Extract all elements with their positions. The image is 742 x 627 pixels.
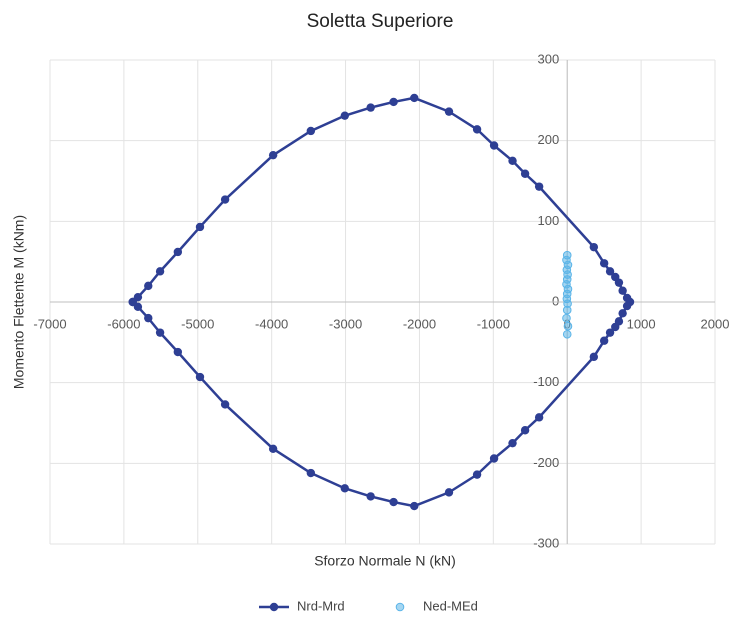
data-point (489, 454, 499, 463)
data-point (444, 107, 454, 116)
y-tick-label: 0 (552, 293, 559, 308)
legend-item: Ned-MEd (395, 598, 478, 613)
data-point (220, 195, 230, 204)
x-axis-label: Sforzo Normale N (kN) (314, 553, 456, 569)
data-point (155, 267, 165, 276)
legend-item: Nrd-Mrd (259, 598, 345, 613)
data-point (340, 484, 350, 493)
y-tick-label: -300 (533, 535, 559, 550)
data-point (195, 222, 205, 232)
x-tick-label: -2000 (403, 316, 436, 331)
data-point (144, 281, 153, 291)
x-tick-label: -7000 (33, 316, 66, 331)
data-point (268, 150, 278, 160)
data-point (389, 97, 398, 107)
data-point (534, 182, 544, 191)
data-point (605, 328, 615, 337)
data-point (366, 492, 375, 501)
y-tick-label: 100 (538, 213, 560, 228)
data-point (128, 297, 137, 307)
data-point (410, 501, 419, 511)
data-point (340, 111, 350, 120)
chart-title: Soletta Superiore (307, 11, 454, 32)
legend: Nrd-Mrd Ned-MEd (259, 598, 478, 613)
data-point (520, 169, 530, 178)
data-point (389, 497, 398, 507)
x-tick-label: -4000 (255, 316, 288, 331)
data-point (173, 347, 183, 357)
legend-marker (269, 602, 279, 612)
data-point (599, 259, 609, 268)
data-point (618, 286, 627, 295)
y-tick-label: 200 (538, 132, 560, 147)
x-tick-label: 1000 (627, 316, 656, 331)
data-point (489, 141, 499, 150)
data-point (562, 305, 572, 315)
data-point (220, 400, 230, 409)
x-tick-label: 2000 (701, 316, 730, 331)
x-tick-label: -6000 (107, 316, 140, 331)
data-point (622, 301, 632, 311)
data-point (306, 126, 316, 136)
data-point (195, 372, 205, 382)
legend-label: Nrd-Mrd (297, 598, 345, 613)
data-point (306, 468, 316, 478)
y-tick-label: -100 (533, 374, 559, 389)
y-axis-label: Momento Flettente M (kNm) (11, 215, 27, 389)
data-point (599, 336, 609, 345)
data-point (444, 488, 454, 497)
data-point (173, 247, 183, 257)
data-point (472, 125, 482, 134)
data-point (589, 352, 599, 362)
data-point (520, 426, 530, 435)
data-point (589, 242, 599, 252)
data-point (268, 444, 278, 454)
data-point (562, 313, 571, 323)
data-point (366, 103, 375, 112)
data-point (618, 309, 627, 318)
legend-marker (395, 602, 405, 612)
data-point (144, 313, 153, 323)
data-point (472, 470, 482, 479)
data-point (508, 156, 517, 166)
data-point (611, 322, 620, 332)
legend-label: Ned-MEd (423, 598, 478, 613)
x-tick-label: -5000 (181, 316, 214, 331)
data-point (155, 328, 165, 337)
grid: -7000 -6000 -5000 -4000 -3000 -2000 -1000 0 1000… (33, 51, 729, 550)
y-tick-label: 300 (538, 51, 560, 66)
data-point (614, 278, 624, 287)
x-tick-label: -3000 (329, 316, 362, 331)
data-point (605, 267, 615, 276)
plot-area (128, 93, 635, 511)
data-point (563, 321, 573, 331)
data-point (508, 438, 517, 448)
x-tick-label: -1000 (477, 316, 510, 331)
data-point (534, 413, 544, 422)
y-tick-label: -200 (533, 455, 559, 470)
data-point (410, 93, 419, 103)
data-point (562, 329, 572, 339)
